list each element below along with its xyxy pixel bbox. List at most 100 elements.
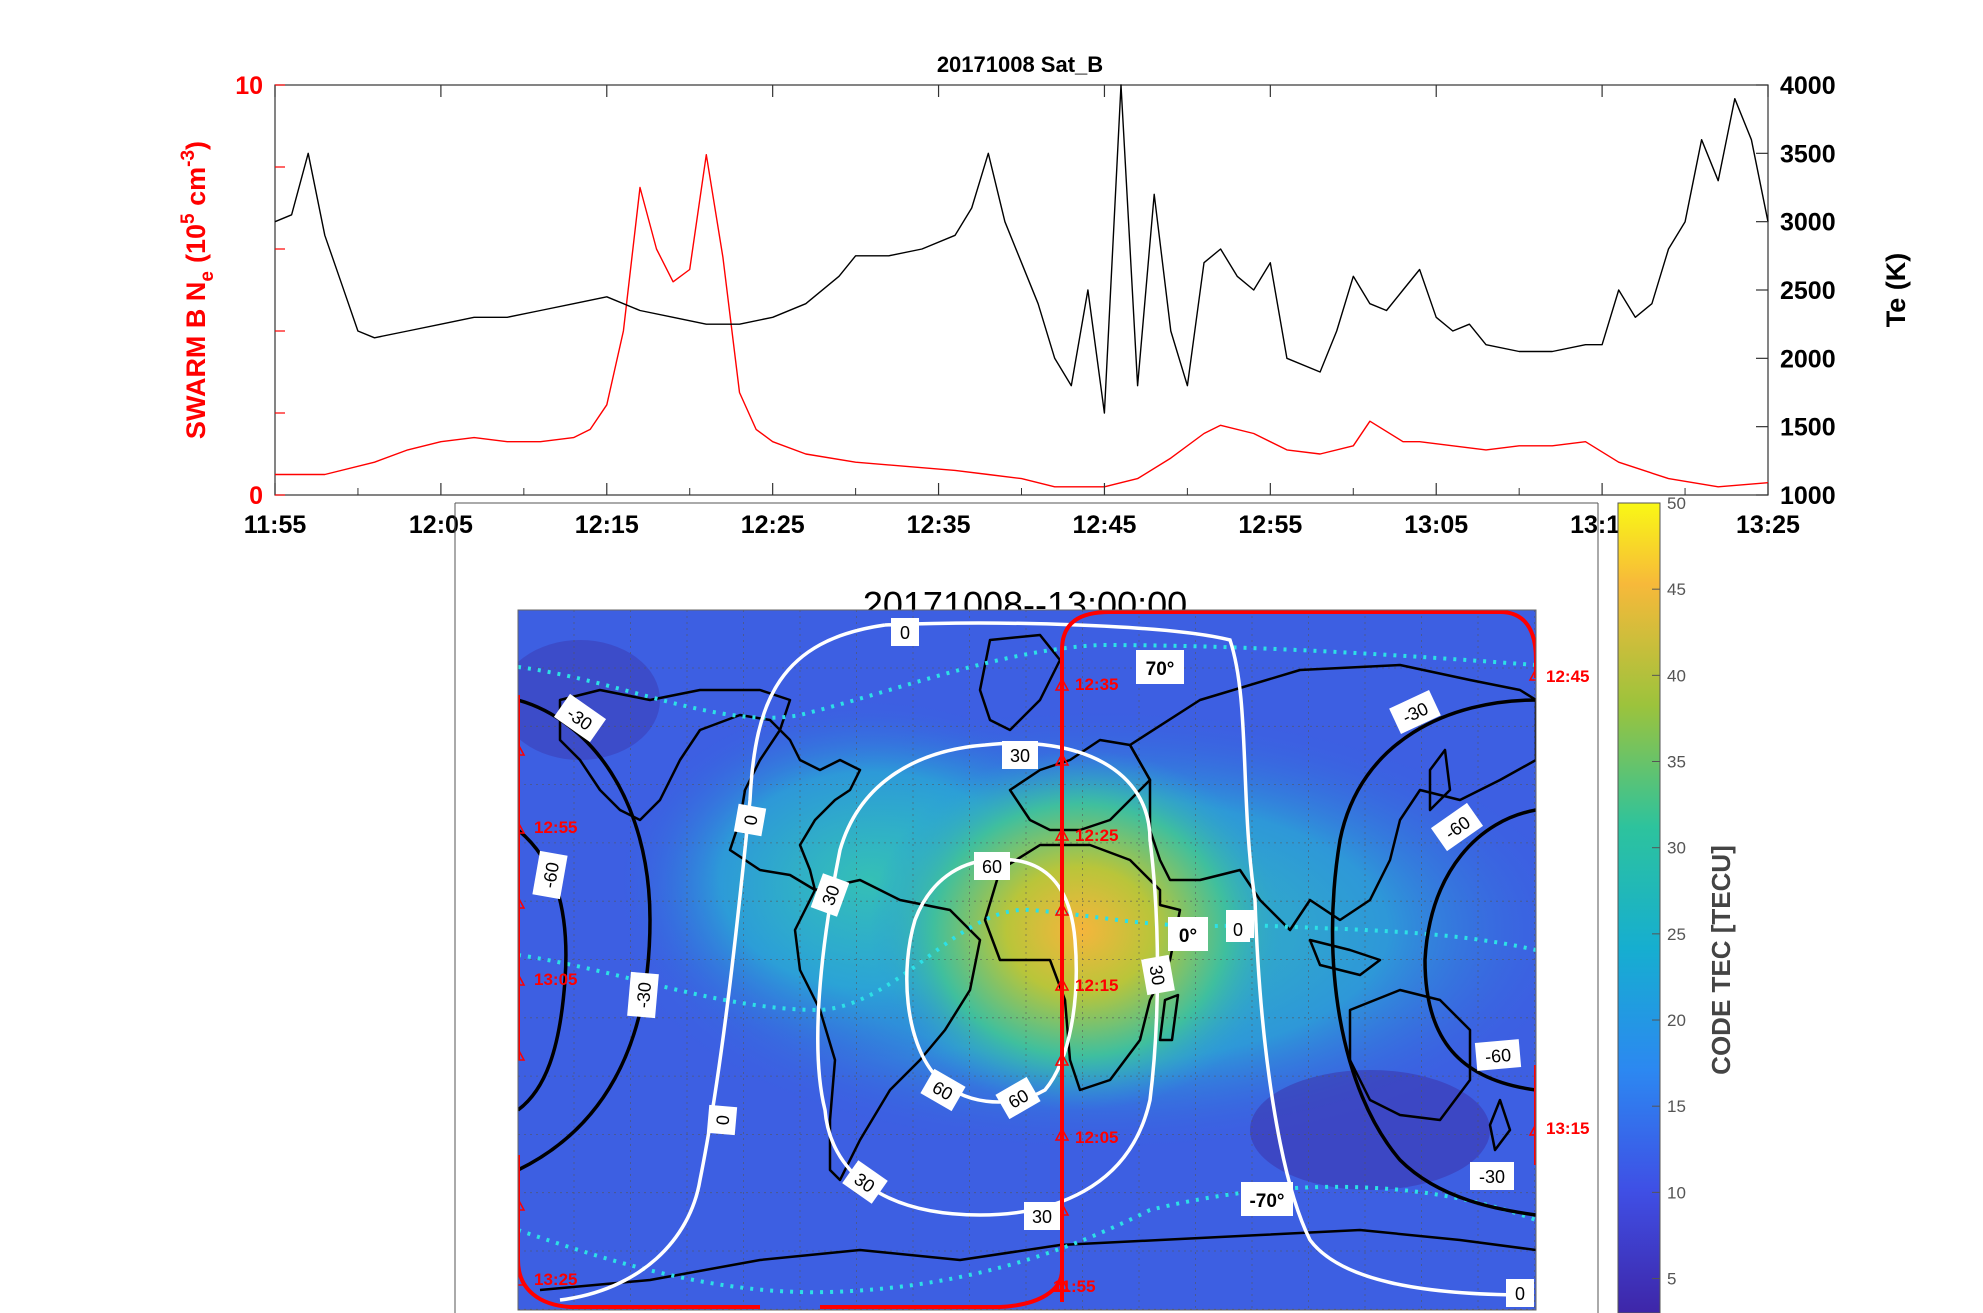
contour-label-white-12: 60 — [995, 1076, 1041, 1120]
track-ascending-bottom — [820, 1269, 1064, 1309]
contour-label-text: 0 — [1515, 1284, 1525, 1304]
right-tick-label: 3500 — [1780, 140, 1836, 168]
contour-label-white-11: 60 — [920, 1068, 966, 1112]
contour-label-text: 0 — [900, 623, 910, 643]
left-axis-label: SWARM B Ne (105 cm-3) — [178, 141, 218, 439]
magnetic-latitude-lines — [518, 642, 1536, 1295]
contour-neg30-east — [1330, 698, 1536, 1217]
track-ascending — [1060, 610, 1536, 1302]
contour-label-white-2: 0 — [733, 803, 767, 837]
colorbar-tick-label: 45 — [1667, 580, 1686, 599]
contour-label-text: -60 — [1484, 1045, 1512, 1067]
tec-contours-white — [559, 621, 1531, 1302]
left-axis-label-units2: cm — [181, 167, 211, 214]
track-time-label: 12:55 — [534, 818, 577, 837]
mlat-label-70: 70° — [1136, 650, 1184, 684]
contour-label-white-13: 0 — [1506, 1279, 1534, 1307]
contour-label-text: 30 — [1032, 1207, 1052, 1227]
contour-label-white-10: 60 — [974, 852, 1010, 880]
track-triangle-marker — [1054, 1127, 1070, 1141]
contour-label-text: -30 — [633, 981, 655, 1009]
contour-neg30-west — [518, 698, 652, 1172]
x-tick-label: 12:05 — [409, 511, 473, 539]
contour-label-white-5: 30 — [810, 873, 850, 917]
contour-label-black-6: -60 — [1474, 1039, 1522, 1071]
x-axis-ticks: 11:55 12:05 12:15 12:25 12:35 12:45 12:55 13:05… — [244, 85, 1800, 539]
left-axis-label-sub: e — [197, 271, 218, 282]
contour-label-white-9: 30 — [1024, 1202, 1060, 1230]
coast-africa — [983, 843, 1182, 1092]
mlat-label-neg70: -70° — [1241, 1182, 1293, 1216]
colorbar-tick-label: 10 — [1667, 1183, 1686, 1202]
ne-polyline — [275, 153, 1769, 488]
contour-label-text: 60 — [982, 857, 1002, 877]
colorbar-tick-label: 50 — [1667, 494, 1686, 513]
contour-label-black-8: 0 — [1226, 918, 1250, 942]
track-time-label: 12:25 — [1075, 826, 1118, 845]
left-axis-label-units: (10 — [181, 224, 211, 263]
track-time-label: 12:05 — [1075, 1128, 1118, 1147]
colorbar-tick-label: 35 — [1667, 753, 1686, 772]
coast-south-america — [793, 878, 982, 1182]
right-axis-ticks: 1000 1500 2000 2500 3000 3500 4000 — [1756, 72, 1836, 510]
contour-label-text: 30 — [1145, 964, 1168, 987]
tec-low-southeast — [1250, 1070, 1490, 1190]
track-triangle-marker — [518, 742, 526, 756]
right-tick-label: 1500 — [1780, 414, 1836, 442]
track-triangle-marker — [518, 1197, 526, 1211]
colorbar-tick-label: 20 — [1667, 1011, 1686, 1030]
coast-madagascar — [1158, 993, 1180, 1042]
contour-label-text: 0 — [713, 1114, 734, 1126]
contour-label-white-6: 30 — [1002, 741, 1038, 769]
contour-60 — [905, 857, 1078, 1104]
track-time-label: 13:05 — [534, 970, 577, 989]
colorbar-tick-label: 25 — [1667, 925, 1686, 944]
colorbar-tick-label: 30 — [1667, 839, 1686, 858]
colorbar-tick-label: 5 — [1667, 1270, 1676, 1289]
right-tick-label: 4000 — [1780, 72, 1836, 100]
track-time-label: 11:55 — [1053, 1277, 1096, 1296]
map-graticule — [518, 610, 1536, 1310]
contour-label-text: -30 — [1479, 1167, 1505, 1187]
right-tick-label: 3000 — [1780, 209, 1836, 237]
contour-label-white-8: 30 — [842, 1160, 888, 1204]
track-triangle-marker — [518, 820, 526, 834]
track-markers — [518, 667, 1536, 1291]
track-triangle-marker — [518, 972, 526, 986]
contour-0-east — [884, 621, 1531, 1297]
colorbar-label: CODE TEC [TECU] — [1706, 845, 1736, 1075]
track-triangle-marker — [1054, 1277, 1070, 1291]
map-frame — [517, 609, 1537, 1311]
coast-asia — [1128, 663, 1536, 932]
track-triangle-marker — [1054, 752, 1070, 766]
track-time-label: 12:15 — [1075, 976, 1118, 995]
mlat-label-text: -70° — [1249, 1191, 1284, 1212]
coast-new-zealand — [1488, 1098, 1512, 1152]
colorbar-tick-label: 40 — [1667, 666, 1686, 685]
contour-labels: 0 0 0 0 30 30 30 30 30 60 60 60 0 -30 -3… — [532, 618, 1534, 1307]
right-tick-label: 2500 — [1780, 277, 1836, 305]
track-time-label: 13:15 — [1546, 1119, 1589, 1138]
tec-anomaly-peak — [870, 750, 1290, 1110]
te-series-line — [274, 84, 1769, 414]
left-tick-label: 10 — [235, 72, 263, 100]
mlat-label-text: 70° — [1146, 659, 1175, 680]
contour-0-west — [559, 623, 886, 1302]
x-tick-label: 13:25 — [1736, 511, 1800, 539]
contour-label-white-7: 30 — [1141, 954, 1175, 996]
timeseries-plot-frame — [274, 84, 1769, 496]
colorbar — [1617, 502, 1661, 1313]
tec-low-northwest — [518, 640, 660, 760]
x-tick-label: 12:45 — [1072, 511, 1136, 539]
contour-label-text: 0 — [1233, 920, 1243, 940]
track-time-label: 12:35 — [1075, 675, 1118, 694]
mlat-equator — [518, 907, 1536, 1013]
contour-label-black-3: -60 — [532, 850, 568, 900]
x-tick-label: 12:15 — [575, 511, 639, 539]
contour-neg60-east — [1423, 808, 1536, 1092]
x-tick-label: 12:55 — [1238, 511, 1302, 539]
contour-label-black-7: -30 — [1470, 1162, 1514, 1190]
track-triangle-marker — [1054, 902, 1070, 916]
left-axis-label-exp: 5 — [178, 213, 199, 224]
track-time-label: 13:25 — [534, 1270, 577, 1289]
